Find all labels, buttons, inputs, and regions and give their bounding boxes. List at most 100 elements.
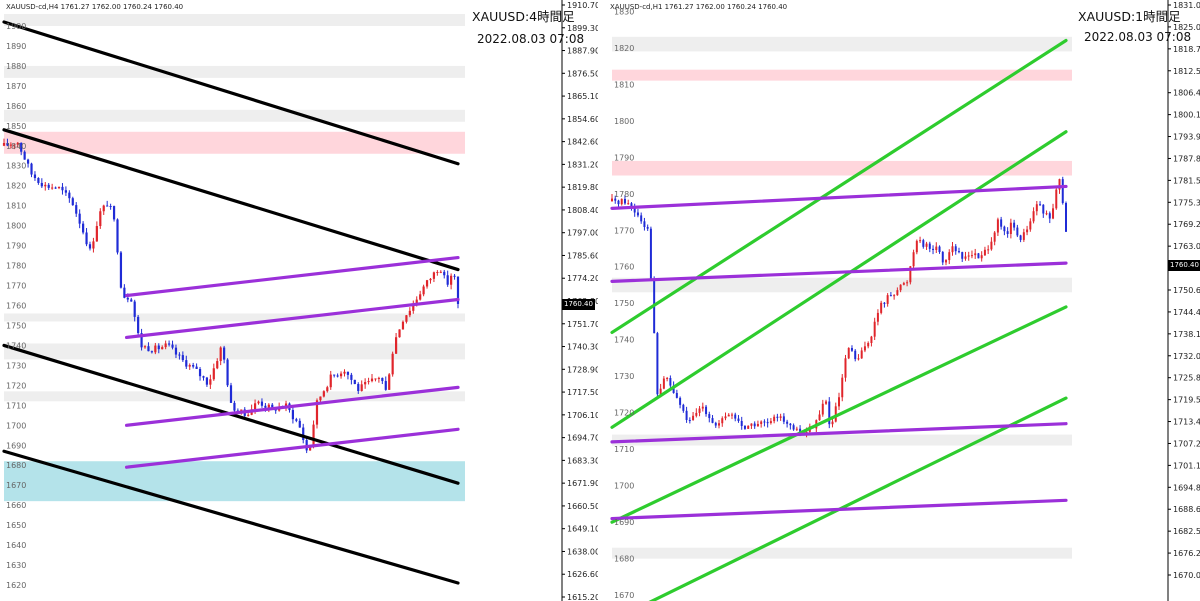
h1-candle-body	[688, 419, 691, 421]
h4-chart-datetime: 2022.08.03 07:08	[477, 32, 585, 46]
h4-chart-panel[interactable]: 1900 1890 1880 1870 1860 1850 1840 1830 1820 1810…	[0, 0, 598, 601]
h1-candle-body	[659, 388, 662, 395]
h4-zone-2	[4, 109, 465, 122]
h1-inner-tick: 1790	[614, 153, 634, 162]
h1-candle-body	[909, 266, 912, 283]
h4-candle-body	[229, 385, 233, 403]
h1-candle-body	[623, 198, 626, 204]
h4-inner-tick: 1770	[6, 282, 26, 291]
h1-axis-label: 1738.15	[1173, 330, 1200, 339]
h1-axis-label: 1707.25	[1173, 439, 1200, 448]
h4-axis-label: 1660.50	[567, 502, 598, 511]
h1-current-price-tag: 1760.40	[1168, 260, 1200, 271]
h4-zone-6	[4, 391, 465, 402]
h1-candle-body	[912, 252, 915, 267]
h1-candle-body	[721, 418, 724, 424]
h1-chart-panel[interactable]: 1830 1820 1810 1800 1790 1780 1770 1760 1750 1740…	[604, 0, 1200, 601]
h4-candle-body	[102, 205, 105, 212]
h1-candle-body	[893, 295, 896, 297]
h1-candle-body	[1048, 213, 1051, 219]
h4-candle-body	[353, 379, 356, 385]
h1-candle-body	[838, 397, 840, 407]
h4-trendline-4	[124, 255, 460, 298]
h4-candle-body	[126, 297, 129, 300]
h1-candle-body	[957, 251, 960, 253]
h1-candle-body	[662, 378, 665, 389]
h1-candle-body	[945, 260, 948, 263]
h4-trendline-5	[124, 297, 460, 340]
h4-candle-body	[92, 241, 95, 249]
h4-candle-body	[364, 382, 367, 385]
h1-candle-body	[695, 412, 698, 416]
h4-candle-body	[82, 223, 85, 233]
h4-inner-tick: 1740	[6, 341, 26, 350]
h1-trendline-3	[648, 396, 1068, 601]
h1-axis-label: 1670.05	[1173, 571, 1200, 580]
h4-candle-body	[26, 159, 30, 164]
h1-candle-body	[873, 321, 876, 337]
h1-candle-body	[760, 421, 763, 425]
h1-trendline-2	[610, 305, 1068, 524]
h4-inner-tick: 1630	[6, 561, 26, 570]
h1-candle-body	[692, 415, 695, 421]
h1-axis-label: 1688.65	[1173, 505, 1200, 514]
h1-candle-body	[627, 203, 630, 205]
h4-candle-body	[223, 347, 226, 360]
h1-candle-body	[649, 228, 652, 281]
h4-candle-body	[398, 329, 401, 338]
h1-inner-tick: 1810	[614, 80, 634, 89]
h1-candle-body	[828, 401, 831, 425]
h1-candle-body	[666, 378, 669, 380]
h1-candle-body	[990, 241, 993, 250]
h4-candle-body	[171, 344, 174, 348]
h4-candle-body	[219, 347, 222, 362]
h1-candle-body	[834, 406, 837, 422]
h4-candle-body	[61, 186, 64, 191]
h4-candle-body	[291, 410, 295, 420]
h4-candle-body	[16, 142, 19, 145]
h1-candle-body	[756, 424, 759, 427]
h4-candle-body	[260, 401, 264, 406]
h4-candle-body	[30, 163, 33, 175]
h4-candle-body	[315, 400, 319, 425]
h1-candle-body	[974, 253, 977, 256]
h4-axis-label: 1706.10	[567, 411, 598, 420]
h4-zone-1	[4, 65, 465, 78]
h1-trendline-7	[610, 498, 1068, 521]
h4-candle-body	[9, 144, 12, 146]
h4-inner-tick: 1710	[6, 401, 26, 410]
h1-candle-body	[928, 243, 931, 249]
h4-candle-body	[247, 414, 250, 416]
h1-candle-body	[932, 248, 935, 251]
h1-candle-body	[682, 404, 685, 411]
h1-candle-body	[1000, 219, 1003, 227]
h1-inner-tick: 1700	[614, 482, 634, 491]
h4-chart-canvas[interactable]: 1900 1890 1880 1870 1860 1850 1840 1830 1820 1810…	[0, 0, 598, 601]
h4-candle-body	[432, 272, 436, 279]
h4-candle-body	[150, 351, 153, 353]
h1-candle-body	[919, 240, 922, 242]
h1-candle-body	[698, 408, 701, 413]
h1-candle-body	[948, 252, 951, 261]
h1-candle-body	[773, 416, 776, 422]
h1-candle-body	[740, 420, 743, 426]
h1-candle-body	[1009, 222, 1012, 234]
h4-inner-tick: 1720	[6, 381, 26, 390]
h1-chart-canvas[interactable]: 1830 1820 1810 1800 1790 1780 1770 1760 1750 1740…	[604, 0, 1200, 601]
h4-candle-body	[188, 365, 191, 367]
h4-inner-tick: 1730	[6, 361, 26, 370]
h4-candle-body	[319, 396, 322, 401]
h4-axis-label: 1615.20	[567, 593, 598, 601]
h4-candle-body	[185, 360, 188, 367]
h1-candle-body	[792, 425, 795, 430]
h4-axis-label: 1774.20	[567, 274, 598, 283]
h1-candle-body	[1019, 235, 1022, 240]
h1-axis-label: 1775.35	[1173, 198, 1200, 207]
h4-trendline-6	[124, 385, 460, 427]
h4-candle-body	[164, 343, 167, 348]
h1-candle-body	[669, 378, 672, 386]
h1-trendline-0	[610, 38, 1068, 335]
h1-inner-tick: 1710	[614, 445, 634, 454]
h1-candle-body	[954, 246, 957, 252]
h1-candle-body	[850, 348, 853, 351]
